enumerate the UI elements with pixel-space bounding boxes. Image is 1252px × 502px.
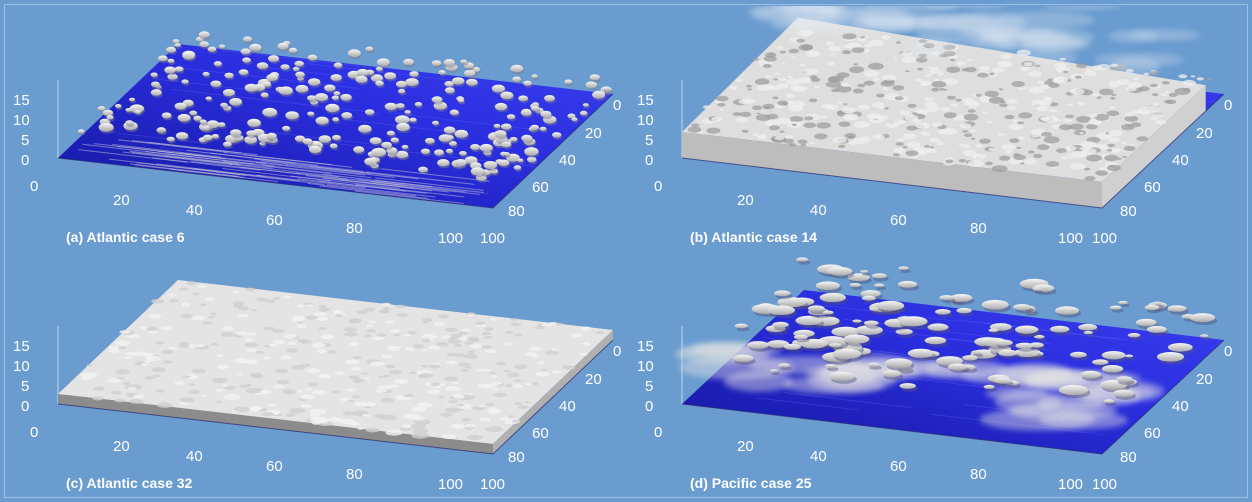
z-tick: 0 <box>21 152 29 169</box>
panel-caption: (d) Pacific case 25 <box>690 475 812 491</box>
z-tick: 15 <box>13 338 30 355</box>
y-tick: 100 <box>480 476 505 493</box>
y-axis-ticks: 0 20 40 60 80 100 <box>1092 343 1232 493</box>
x-tick: 60 <box>890 212 907 229</box>
x-axis-ticks: 0 20 40 60 80 100 <box>654 178 1083 247</box>
x-tick: 100 <box>438 476 463 493</box>
y-tick: 20 <box>585 125 602 142</box>
z-tick: 15 <box>637 338 654 355</box>
y-tick: 40 <box>559 152 576 169</box>
z-tick: 5 <box>645 378 653 395</box>
panel-c: 15 10 5 0 0 20 40 60 80 100 0 20 40 60 8… <box>8 252 628 497</box>
panel-b: 15 10 5 0 0 20 40 60 80 100 0 20 40 60 8… <box>632 6 1252 251</box>
y-tick: 40 <box>1172 152 1189 169</box>
x-tick: 60 <box>890 458 907 475</box>
y-tick: 100 <box>1092 476 1117 493</box>
y-tick: 80 <box>508 449 525 466</box>
y-tick: 60 <box>532 179 549 196</box>
z-tick: 5 <box>21 132 29 149</box>
z-tick: 10 <box>637 112 654 129</box>
y-tick: 20 <box>1196 371 1213 388</box>
z-tick: 10 <box>13 112 30 129</box>
x-tick: 40 <box>810 202 827 219</box>
y-tick: 100 <box>1092 230 1117 247</box>
panel-caption: (b) Atlantic case 14 <box>690 229 818 245</box>
x-axis-ticks: 0 20 40 60 80 100 <box>654 424 1083 493</box>
x-tick: 100 <box>438 230 463 247</box>
y-axis-ticks: 0 20 40 60 80 100 <box>1092 97 1232 247</box>
y-tick: 0 <box>1224 343 1232 360</box>
y-tick: 80 <box>1120 449 1137 466</box>
panel-caption: (c) Atlantic case 32 <box>66 475 193 491</box>
y-tick: 80 <box>1120 203 1137 220</box>
y-tick: 60 <box>532 425 549 442</box>
z-axis-ticks: 15 10 5 0 <box>13 92 30 169</box>
x-tick: 40 <box>810 448 827 465</box>
y-tick: 40 <box>559 398 576 415</box>
y-tick: 20 <box>1196 125 1213 142</box>
z-axis-ticks: 15 10 5 0 <box>13 338 30 415</box>
panel-d-scene: 15 10 5 0 0 20 40 60 80 100 0 20 40 60 8… <box>637 257 1232 493</box>
x-tick: 100 <box>1058 230 1083 247</box>
cloud-layer <box>57 280 614 455</box>
z-axis-ticks: 15 10 5 0 <box>637 338 654 415</box>
panel-a-scene: 15 10 5 0 0 20 40 60 80 100 0 20 40 60 8… <box>13 31 621 247</box>
x-tick: 0 <box>654 178 662 195</box>
y-tick: 40 <box>1172 398 1189 415</box>
y-tick: 0 <box>1224 97 1232 114</box>
y-tick: 60 <box>1144 179 1161 196</box>
z-tick: 5 <box>21 378 29 395</box>
z-tick: 10 <box>13 358 30 375</box>
cloud-layer <box>674 257 1225 455</box>
y-tick: 60 <box>1144 425 1161 442</box>
z-tick: 0 <box>21 398 29 415</box>
x-tick: 100 <box>1058 476 1083 493</box>
panel-a: 15 10 5 0 0 20 40 60 80 100 0 20 40 60 8… <box>8 6 628 251</box>
x-tick: 20 <box>737 438 754 455</box>
x-tick: 20 <box>737 192 754 209</box>
panel-caption: (a) Atlantic case 6 <box>66 229 185 245</box>
cloud-layer <box>57 31 614 209</box>
panel-d: 15 10 5 0 0 20 40 60 80 100 0 20 40 60 8… <box>632 252 1252 497</box>
y-tick: 0 <box>613 343 621 360</box>
x-tick: 80 <box>346 466 363 483</box>
z-tick: 15 <box>13 92 30 109</box>
x-axis-ticks: 0 20 40 60 80 100 <box>30 424 463 493</box>
y-tick: 80 <box>508 203 525 220</box>
x-tick: 80 <box>970 220 987 237</box>
z-tick: 10 <box>637 358 654 375</box>
z-tick: 0 <box>645 152 653 169</box>
z-tick: 15 <box>637 92 654 109</box>
cloud-layer <box>681 6 1225 209</box>
y-tick: 0 <box>613 97 621 114</box>
x-tick: 80 <box>970 466 987 483</box>
y-axis-ticks: 0 20 40 60 80 100 <box>480 343 621 493</box>
x-tick: 0 <box>30 178 38 195</box>
z-tick: 0 <box>645 398 653 415</box>
x-tick: 20 <box>113 192 130 209</box>
x-tick: 40 <box>186 448 203 465</box>
x-tick: 0 <box>654 424 662 441</box>
panel-c-scene: 15 10 5 0 0 20 40 60 80 100 0 20 40 60 8… <box>13 280 621 493</box>
y-tick: 20 <box>585 371 602 388</box>
x-tick: 0 <box>30 424 38 441</box>
panel-b-scene: 15 10 5 0 0 20 40 60 80 100 0 20 40 60 8… <box>637 6 1232 247</box>
x-tick: 20 <box>113 438 130 455</box>
z-axis-ticks: 15 10 5 0 <box>637 92 654 169</box>
y-tick: 100 <box>480 230 505 247</box>
z-tick: 5 <box>645 132 653 149</box>
x-tick: 60 <box>266 458 283 475</box>
x-tick: 60 <box>266 212 283 229</box>
x-axis-ticks: 0 20 40 60 80 100 <box>30 178 463 247</box>
y-axis-ticks: 0 20 40 60 80 100 <box>480 97 621 247</box>
x-tick: 80 <box>346 220 363 237</box>
x-tick: 40 <box>186 202 203 219</box>
